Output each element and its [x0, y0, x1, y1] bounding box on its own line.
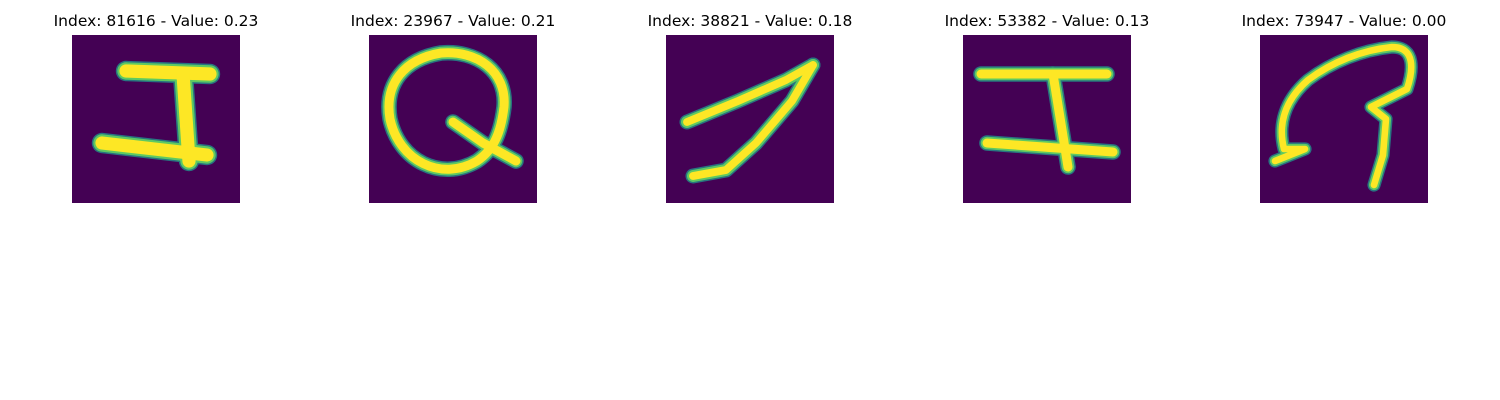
image-background	[72, 35, 240, 203]
image-panel-4: Index: 53382 - Value: 0.13	[917, 10, 1177, 210]
digit-image-2	[369, 35, 537, 203]
image-panel-5: Index: 73947 - Value: 0.00	[1214, 10, 1474, 210]
digit-image-4	[963, 35, 1131, 203]
panel-title-5: Index: 73947 - Value: 0.00	[1241, 12, 1447, 30]
digit-image-1	[72, 35, 240, 203]
image-background	[963, 35, 1131, 203]
panel-title-3: Index: 38821 - Value: 0.18	[647, 12, 853, 30]
image-panel-3: Index: 38821 - Value: 0.18	[620, 10, 880, 210]
panel-title-1: Index: 81616 - Value: 0.23	[53, 12, 259, 30]
panel-title-4: Index: 53382 - Value: 0.13	[944, 12, 1150, 30]
digit-image-5	[1260, 35, 1428, 203]
panel-title-2: Index: 23967 - Value: 0.21	[350, 12, 556, 30]
image-panel-1: Index: 81616 - Value: 0.23	[26, 10, 286, 210]
image-panel-2: Index: 23967 - Value: 0.21	[323, 10, 583, 210]
digit-image-3	[666, 35, 834, 203]
